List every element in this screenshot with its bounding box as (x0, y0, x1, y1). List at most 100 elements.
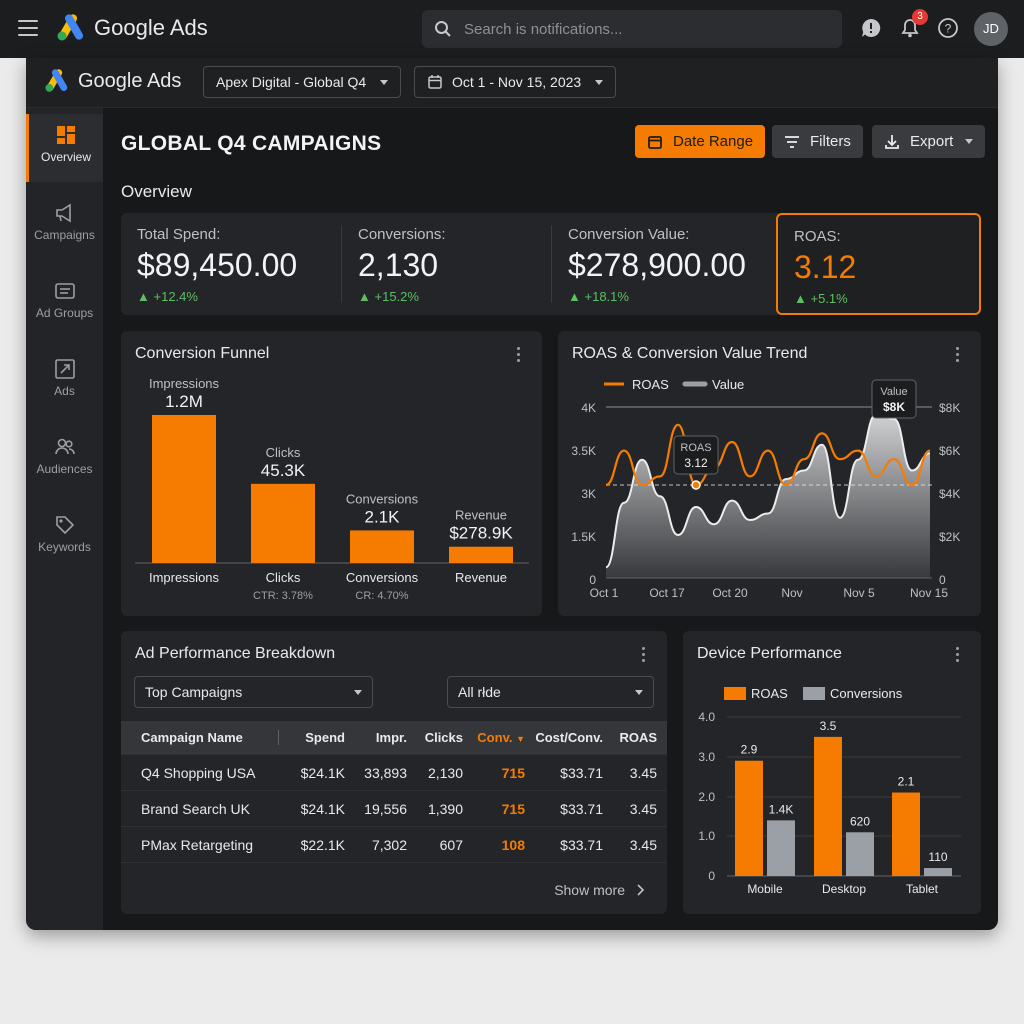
sidebar-item-ad-groups[interactable]: Ad Groups (26, 270, 103, 338)
table-cell: 3.45 (629, 836, 657, 853)
roas-bar-tablet[interactable] (892, 792, 920, 876)
kpi-row: Total Spend: $89,450.00 ▲ +12.4% Convers… (121, 213, 981, 315)
more-options-icon[interactable] (642, 647, 646, 663)
roas-tooltip: ROAS 3.12 (673, 435, 719, 475)
x-axis-label: Nov 5 (843, 586, 875, 600)
conversions-bar-tablet[interactable] (924, 868, 952, 876)
kpi-label: Conversion Value: (568, 226, 690, 243)
card-title: Conversion Funnel (135, 345, 270, 362)
show-more-link[interactable]: Show more (554, 882, 647, 898)
date-range-button[interactable]: Date Range (635, 125, 766, 158)
date-range-selector[interactable]: Oct 1 - Nov 15, 2023 (414, 66, 617, 98)
funnel-bar-conversions[interactable] (350, 530, 414, 563)
sidebar-item-label: Ads (54, 384, 75, 398)
funnel-x-label: Revenue (455, 570, 507, 585)
column-header[interactable]: Campaign Name (121, 730, 279, 745)
x-axis-label: Oct 17 (649, 586, 685, 600)
roas-tooltip-value: 3.12 (684, 456, 708, 470)
account-selector[interactable]: Apex Digital - Global Q4 (203, 66, 402, 98)
table-cell: $33.71 (560, 800, 603, 817)
notifications-icon[interactable]: 3 (899, 9, 928, 41)
funnel-stage-caption: Impressions (149, 376, 220, 391)
app-name: Google Ads (94, 15, 208, 40)
column-header[interactable]: ROAS (619, 730, 657, 745)
chevron-down-icon (965, 139, 974, 144)
table-cell: 607 (439, 836, 463, 853)
date-range-value: Oct 1 - Nov 15, 2023 (452, 74, 582, 90)
conversions-data-label: 110 (928, 850, 947, 864)
notification-count: 3 (912, 9, 928, 25)
sidebar-item-keywords[interactable]: Keywords (26, 504, 103, 572)
google-ads-logo-icon (45, 69, 68, 92)
search-input[interactable] (464, 20, 824, 38)
conversions-data-label: 1.4K (769, 802, 794, 816)
funnel-stage-value: 2.1K (365, 507, 401, 526)
value-area[interactable] (606, 414, 930, 578)
table-row[interactable]: PMax Retargeting $22.1K 7,302 607 108 $3… (121, 827, 667, 863)
kpi-conversions[interactable]: Conversions: 2,130 ▲ +15.2% (342, 213, 550, 315)
help-icon[interactable]: ? (937, 17, 961, 41)
table-row[interactable]: Q4 Shopping USA $24.1K 33,893 2,130 715 … (121, 755, 667, 791)
chevron-down-icon (635, 689, 643, 695)
column-header[interactable]: Clicks (424, 730, 463, 745)
key-icon (55, 516, 74, 535)
column-header[interactable]: Spend (305, 730, 345, 745)
kpi-delta-value: +15.2% (374, 289, 419, 304)
y-axis-right-tick: $4K (939, 487, 960, 501)
megaphone-icon (55, 203, 71, 223)
calendar-icon (648, 135, 662, 149)
sidebar-item-audiences[interactable]: Audiences (26, 426, 103, 494)
column-header[interactable]: Cost/Conv. (535, 730, 603, 745)
more-options-icon[interactable] (956, 647, 960, 663)
sort-desc-icon: ▼ (516, 734, 525, 744)
more-options-icon[interactable] (517, 347, 521, 363)
chevron-down-icon (354, 689, 362, 695)
conversions-data-label: 620 (850, 814, 870, 828)
roas-bar-mobile[interactable] (735, 760, 763, 876)
google-ads-logo[interactable]: Google Ads (56, 14, 208, 42)
kpi-label: Total Spend: (137, 226, 221, 243)
column-header[interactable]: Impr. (375, 730, 407, 745)
roas-data-label: 2.9 (741, 743, 758, 757)
search-bar[interactable] (422, 10, 842, 48)
menu-icon[interactable] (18, 20, 38, 36)
table-cell: $33.71 (560, 836, 603, 853)
export-button-label: Export (910, 133, 954, 150)
kpi-delta: ▲ +5.1% (794, 291, 963, 306)
feedback-icon[interactable] (860, 17, 884, 41)
table-cell: PMax Retargeting (141, 836, 254, 853)
roas-bar-desktop[interactable] (814, 736, 842, 876)
roas-line[interactable] (605, 423, 931, 487)
funnel-bar-impressions[interactable] (152, 415, 216, 563)
funnel-bar-clicks[interactable] (251, 483, 315, 563)
kpi-total-spend[interactable]: Total Spend: $89,450.00 ▲ +12.4% (121, 213, 341, 315)
funnel-bar-revenue[interactable] (449, 546, 513, 563)
column-header-sorted[interactable]: Conv. ▼ (463, 730, 525, 745)
sidebar-item-overview[interactable]: Overview (26, 114, 103, 182)
inner-app-name: Google Ads (78, 69, 182, 92)
type-filter-select[interactable]: All rłde (447, 676, 654, 708)
campaign-filter-select[interactable]: Top Campaigns (134, 676, 373, 708)
table-cell: 2,130 (427, 764, 463, 781)
conversions-bar-desktop[interactable] (846, 832, 874, 876)
table-cell: 108 (501, 836, 525, 853)
kpi-value: $89,450.00 (137, 247, 298, 283)
sidebar-item-campaigns[interactable]: Campaigns (26, 192, 103, 260)
funnel-stage-value: $278.9K (449, 524, 513, 543)
more-options-icon[interactable] (956, 347, 960, 363)
roas-highlight-point[interactable] (691, 480, 701, 490)
filters-button[interactable]: Filters (772, 125, 863, 158)
table-cell: $24.1K (300, 800, 345, 817)
kpi-roas[interactable]: ROAS: 3.12 ▲ +5.1% (776, 213, 981, 315)
export-button[interactable]: Export (872, 125, 986, 158)
conversions-bar-mobile[interactable] (767, 820, 795, 876)
user-avatar[interactable]: JD (974, 12, 1008, 46)
table-row[interactable]: Brand Search UK $24.1K 19,556 1,390 715 … (121, 791, 667, 827)
show-more-label: Show more (554, 882, 625, 898)
table-cell: 1,390 (427, 800, 463, 817)
kpi-conversion-value[interactable]: Conversion Value: $278,900.00 ▲ +18.1% (552, 213, 772, 315)
inner-google-ads-logo[interactable]: Google Ads (44, 69, 181, 93)
sidebar-item-ads[interactable]: Ads (26, 348, 103, 416)
filters-button-label: Filters (810, 133, 851, 150)
table-cell: 19,556 (364, 800, 407, 817)
